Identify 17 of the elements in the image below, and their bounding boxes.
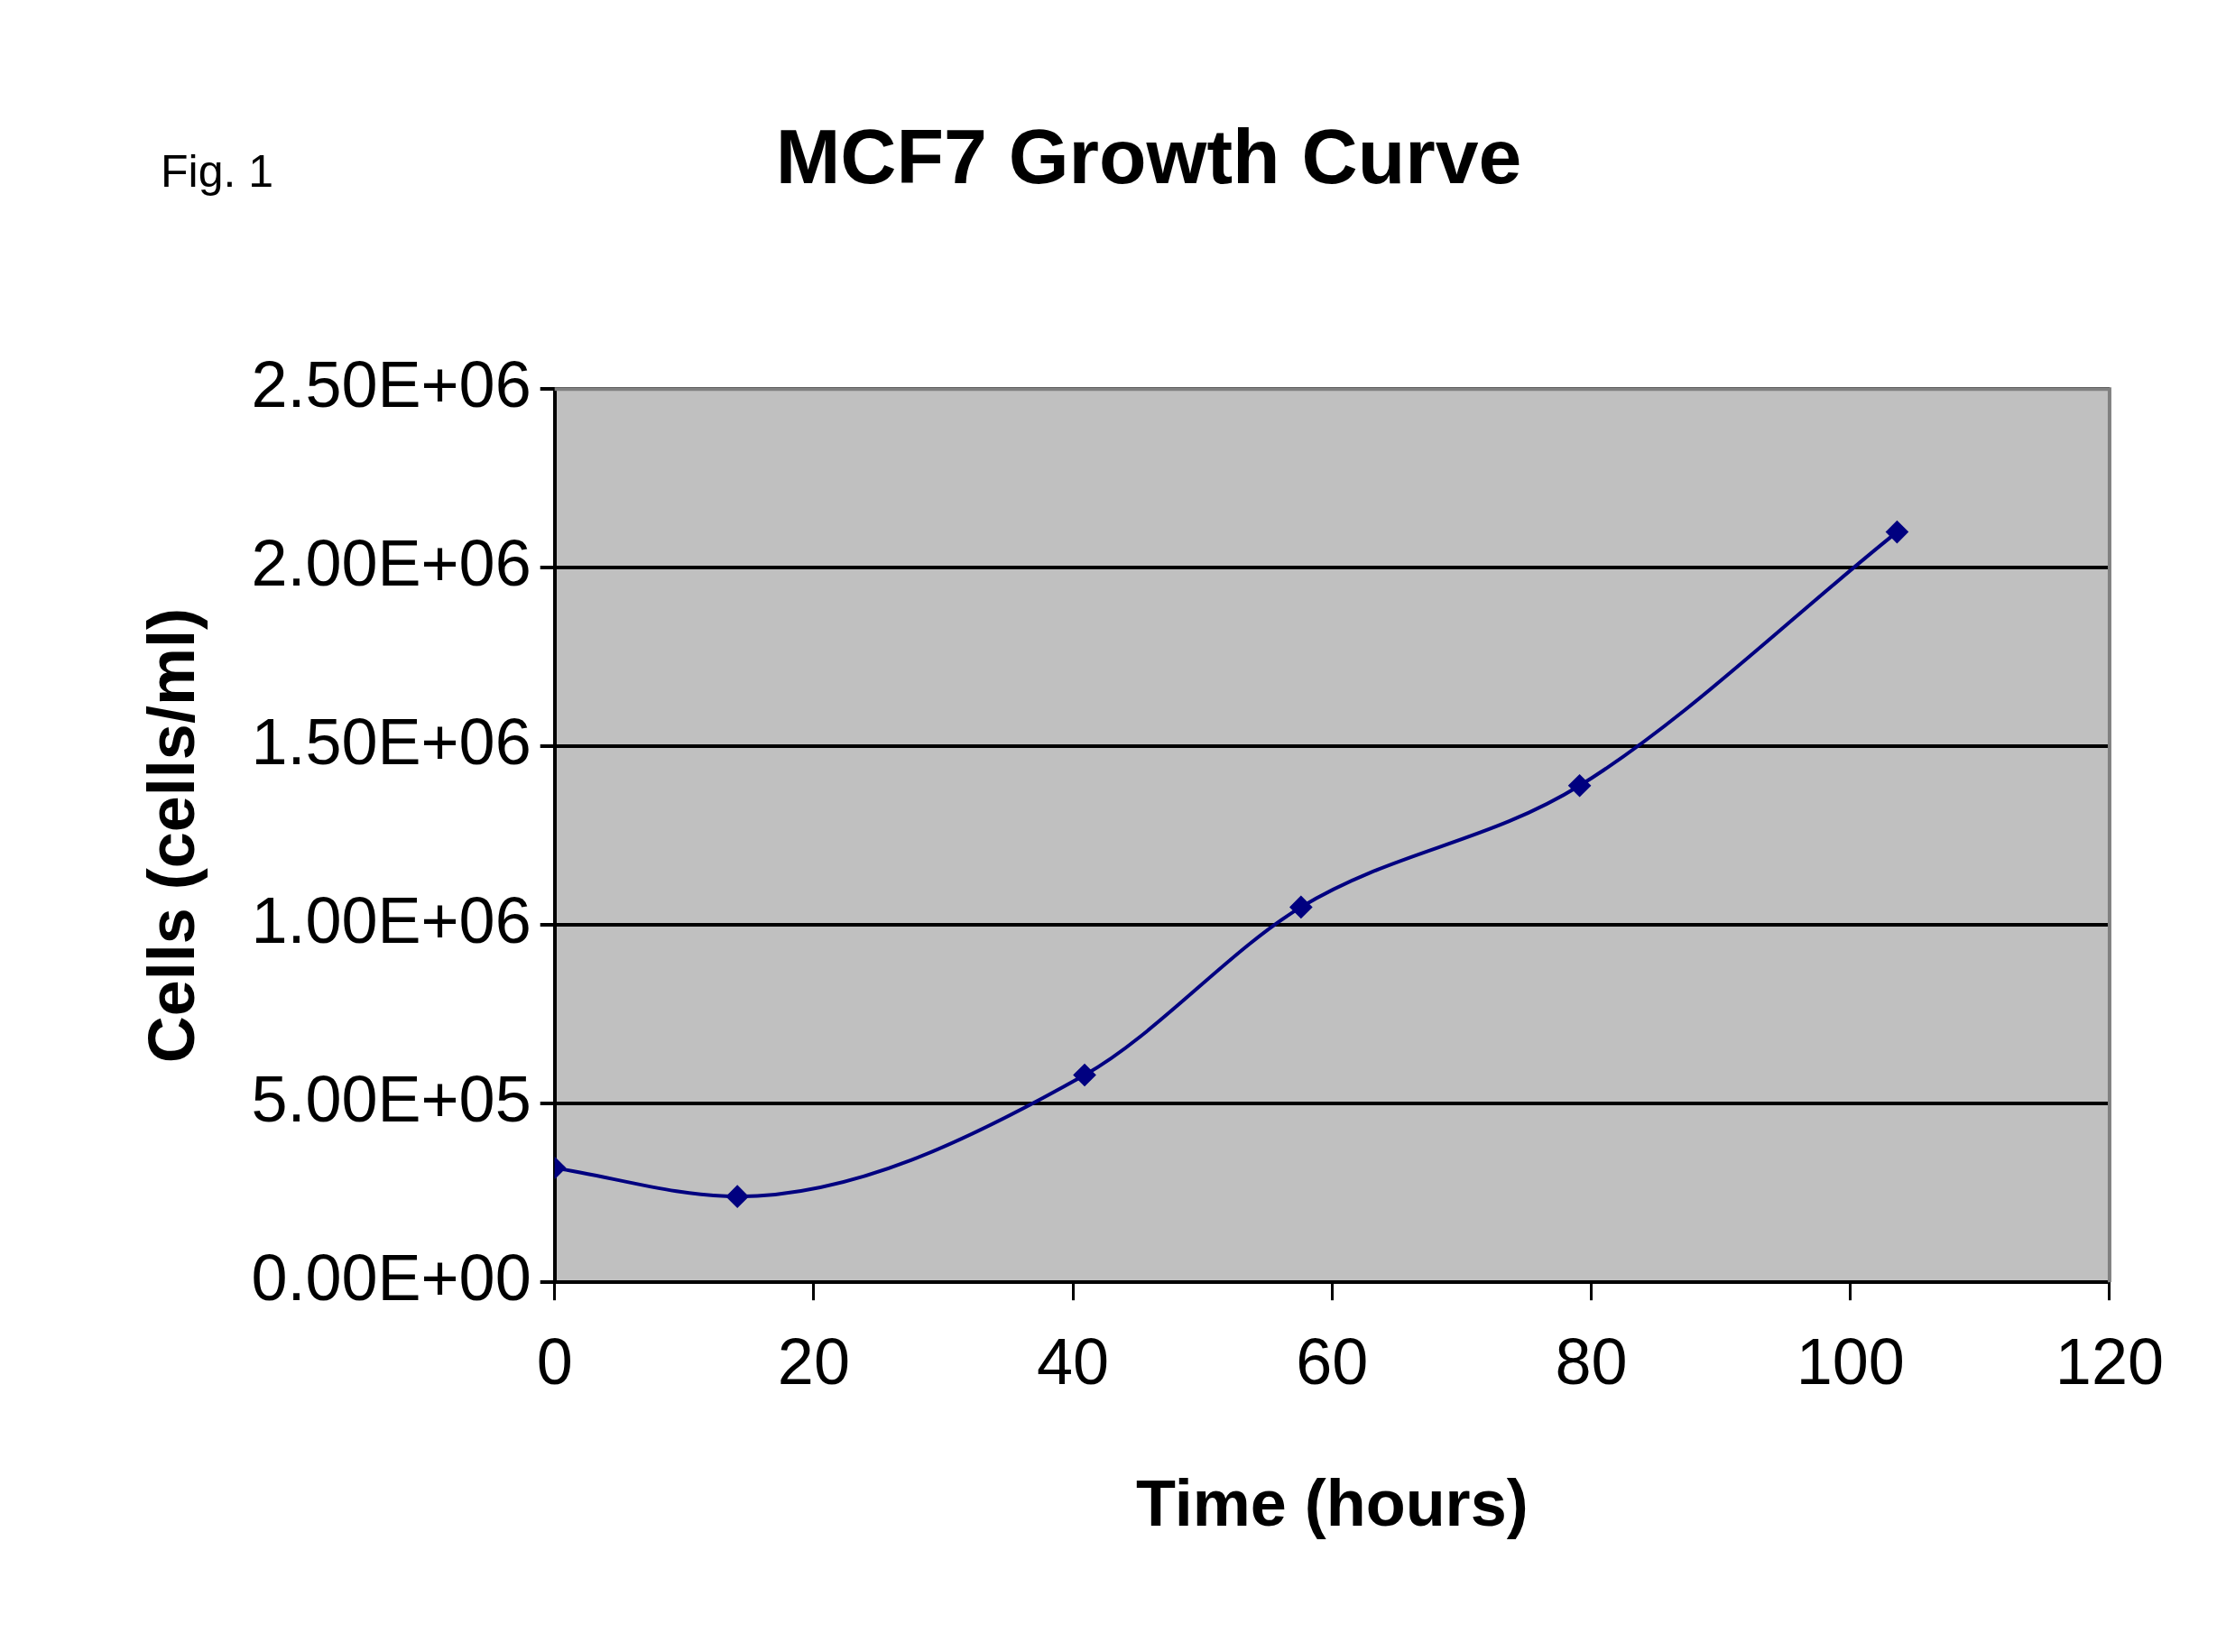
x-tick-label: 20 [777, 1325, 850, 1398]
x-axis-title: Time (hours) [1135, 1466, 1529, 1539]
x-tick-label: 100 [1796, 1325, 1905, 1398]
y-tick-label: 2.00E+06 [251, 527, 531, 600]
y-tick-label: 0.00E+00 [251, 1241, 531, 1315]
caption: Fig. 1 [161, 145, 274, 197]
y-axis-title: Cells (cells/ml) [135, 608, 208, 1064]
y-tick-label: 5.00E+05 [251, 1063, 531, 1136]
y-tick-label: 1.00E+06 [251, 884, 531, 957]
y-tick-label: 1.50E+06 [251, 706, 531, 779]
x-tick-label: 0 [536, 1325, 573, 1398]
x-tick-label: 120 [2055, 1325, 2165, 1398]
x-tick-label: 40 [1037, 1325, 1110, 1398]
x-tick-label: 80 [1555, 1325, 1628, 1398]
chart-title: MCF7 Growth Curve [775, 113, 1522, 200]
x-tick-label: 60 [1296, 1325, 1369, 1398]
y-tick-label: 2.50E+06 [251, 348, 531, 421]
